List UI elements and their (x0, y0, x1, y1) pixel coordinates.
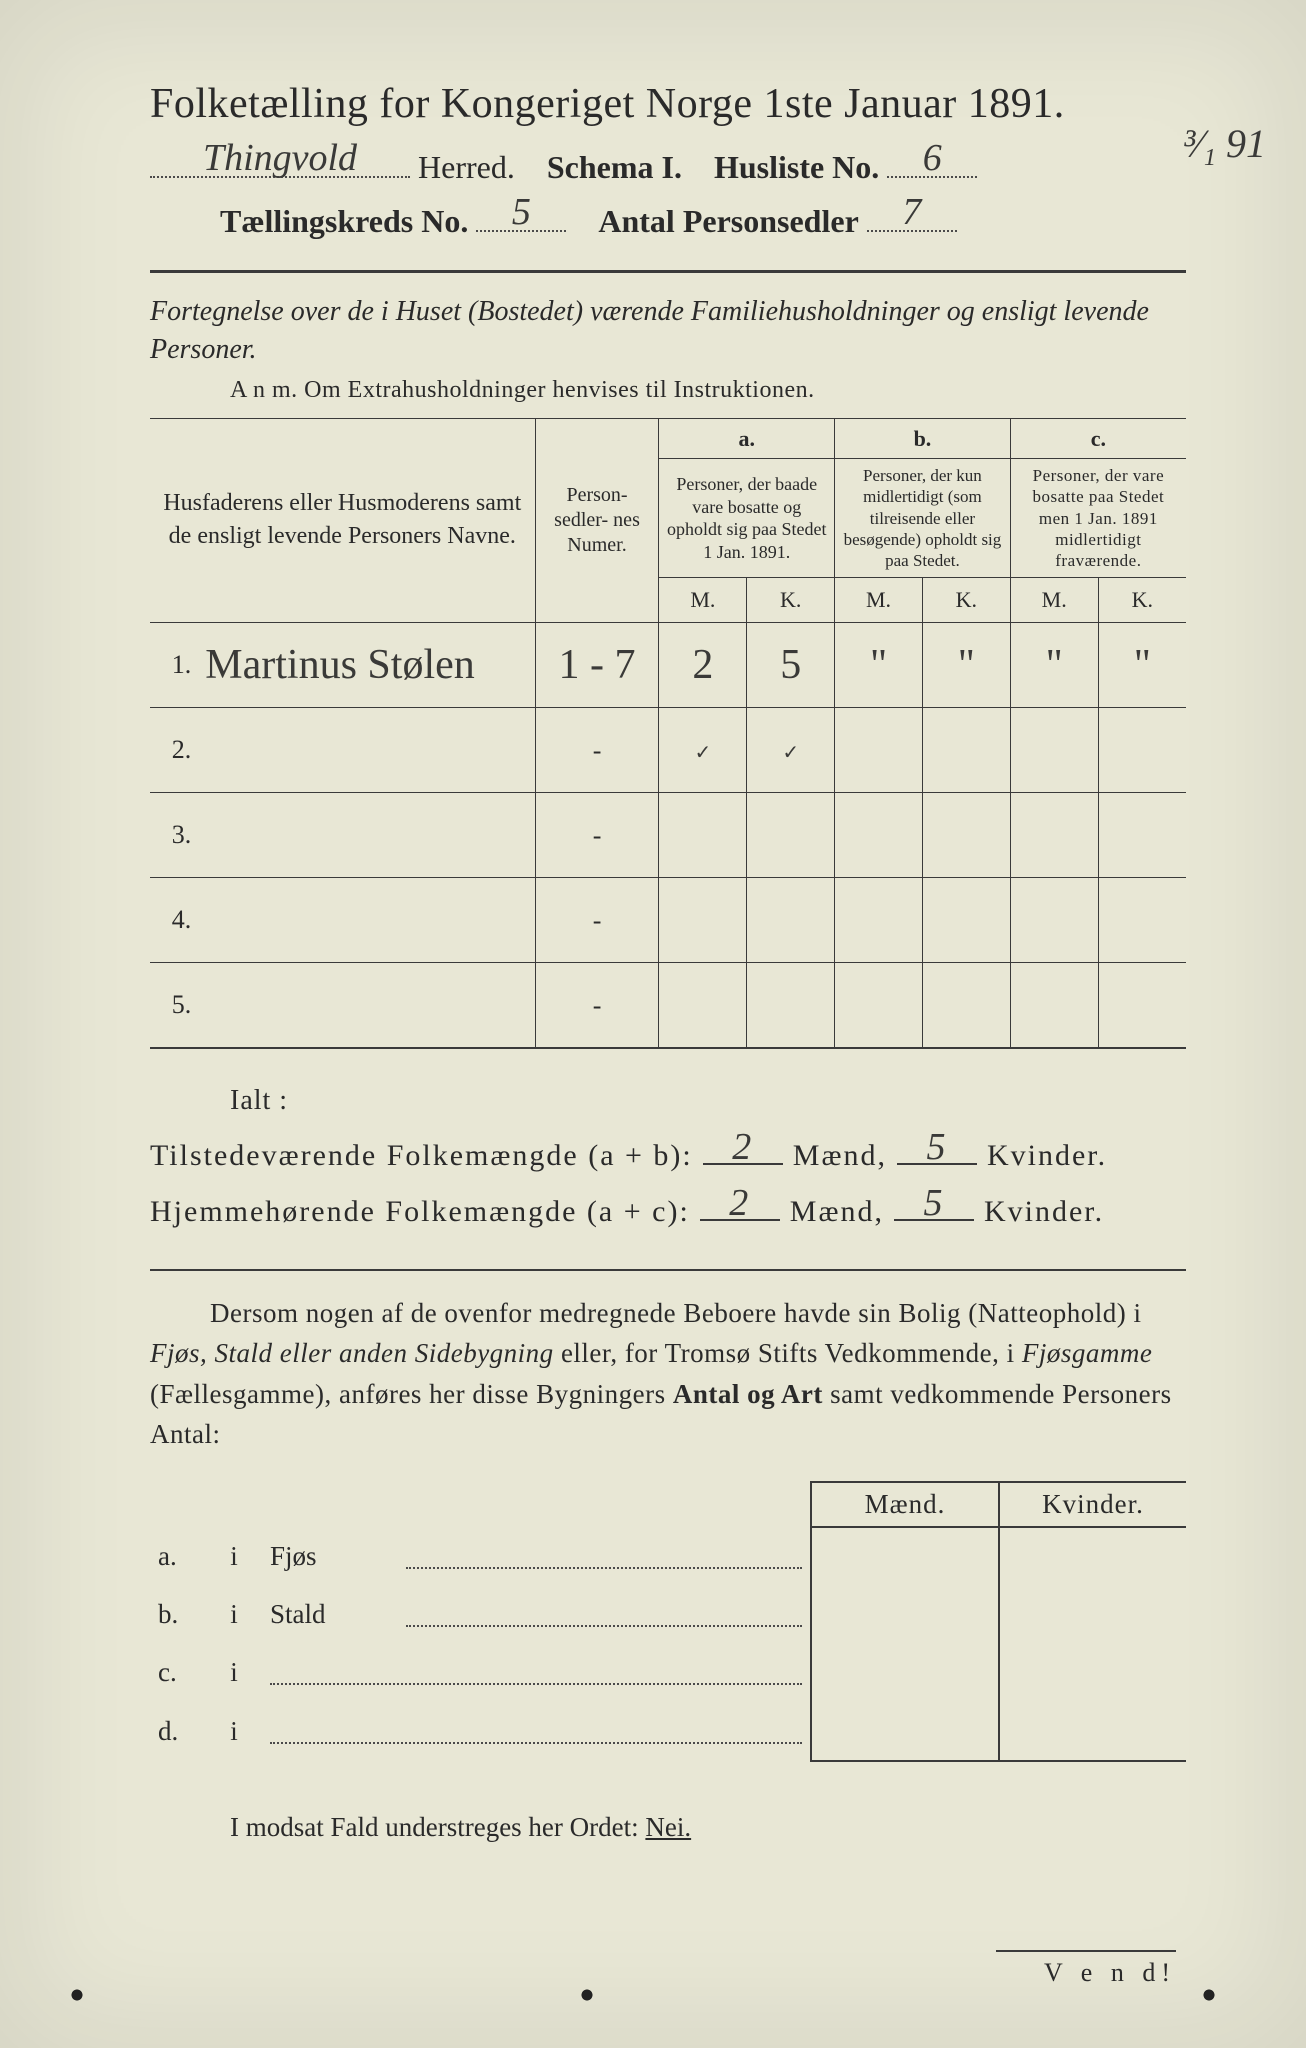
pin-icon (580, 1988, 594, 2002)
col-a-head: a. (659, 418, 835, 459)
fjos-table: Mænd. Kvinder. a. i Fjøs b. i Stald c. i… (150, 1481, 1186, 1762)
antal-value: 7 (902, 190, 921, 234)
subheading: Fortegnelse over de i Huset (Bostedet) v… (150, 293, 1186, 369)
col-b-k: K. (922, 578, 1010, 623)
fjos-row: a. i Fjøs (150, 1527, 1186, 1586)
col-b-m: M. (835, 578, 923, 623)
col-a-text: Personer, der baade vare bosatte og opho… (659, 459, 835, 578)
fjos-head-m: Mænd. (811, 1482, 999, 1527)
col-c-head: c. (1010, 418, 1186, 459)
sum-ab-m: 2 (732, 1125, 753, 1169)
census-table: Husfaderens eller Husmoderens samt de en… (150, 418, 1186, 1047)
nei-word: Nei. (645, 1812, 691, 1842)
dotted-line (406, 1607, 802, 1627)
page-title: Folketælling for Kongeriget Norge 1ste J… (150, 80, 1186, 128)
col-a-m: M. (659, 578, 747, 623)
fjos-paragraph: Dersom nogen af de ovenfor medregnede Be… (150, 1293, 1186, 1455)
table-bottom-rule (150, 1047, 1186, 1049)
pin-icon (70, 1988, 84, 2002)
table-row: 2. - ✓ ✓ (150, 707, 1186, 792)
summary-line-ab: Tilstedeværende Folkemængde (a + b): 2 M… (150, 1131, 1186, 1173)
col-b-head: b. (835, 418, 1011, 459)
husliste-value: 6 (923, 136, 942, 180)
col-numer: Person- sedler- nes Numer. (535, 418, 659, 622)
col-names: Husfaderens eller Husmoderens samt de en… (150, 418, 535, 622)
kreds-label: Tællingskreds No. (220, 203, 468, 240)
fjos-row: d. i (150, 1702, 1186, 1761)
header-line-1: Thingvold Herred. Schema I. Husliste No.… (150, 146, 1186, 186)
person-name: Martinus Stølen (205, 642, 475, 688)
anm-note: A n m. Om Extrahusholdninger henvises ti… (150, 377, 1186, 404)
antal-label: Antal Personsedler (598, 203, 858, 240)
col-a-k: K. (747, 578, 835, 623)
table-row: 4. - (150, 877, 1186, 962)
table-row: 5. - (150, 962, 1186, 1047)
schema-label: Schema I. (547, 149, 682, 186)
kreds-value: 5 (512, 190, 531, 234)
fjos-row: b. i Stald (150, 1586, 1186, 1644)
header-line-2: Tællingskreds No. 5 Antal Personsedler 7 (150, 200, 1186, 240)
col-c-m: M. (1010, 578, 1098, 623)
husliste-label: Husliste No. (714, 149, 879, 186)
summary-line-ac: Hjemmehørende Folkemængde (a + c): 2 Mæn… (150, 1187, 1186, 1229)
pin-icon (1202, 1988, 1216, 2002)
divider (150, 1269, 1186, 1271)
ialt-label: Ialt : (230, 1085, 1186, 1117)
dotted-line (270, 1724, 802, 1744)
dotted-line (270, 1665, 802, 1685)
handwritten-date: ³⁄₁ 91 (1183, 120, 1266, 167)
dotted-line (406, 1549, 802, 1569)
vend-label: V e n d! (996, 1950, 1176, 1988)
col-c-k: K. (1098, 578, 1186, 623)
census-form-page: Folketælling for Kongeriget Norge 1ste J… (0, 0, 1306, 2048)
census-table-body: 1. Martinus Stølen 1 - 7 2 5 " " " " 2. … (150, 622, 1186, 1047)
sum-ab-k: 5 (926, 1125, 947, 1169)
sum-ac-m: 2 (729, 1181, 750, 1225)
sum-ac-k: 5 (923, 1181, 944, 1225)
divider (150, 270, 1186, 273)
numer-value: 1 - 7 (559, 642, 636, 688)
table-row: 1. Martinus Stølen 1 - 7 2 5 " " " " (150, 622, 1186, 707)
fjos-head-k: Kvinder. (999, 1482, 1186, 1527)
herred-label: Herred. (418, 149, 515, 186)
herred-value: Thingvold (203, 136, 357, 180)
table-row: 3. - (150, 792, 1186, 877)
nei-line: I modsat Fald understreges her Ordet: Ne… (150, 1812, 1186, 1843)
fjos-row: c. i (150, 1644, 1186, 1702)
col-b-text: Personer, der kun midlertidigt (som tilr… (835, 459, 1011, 578)
col-c-text: Personer, der vare bosatte paa Stedet me… (1010, 459, 1186, 578)
